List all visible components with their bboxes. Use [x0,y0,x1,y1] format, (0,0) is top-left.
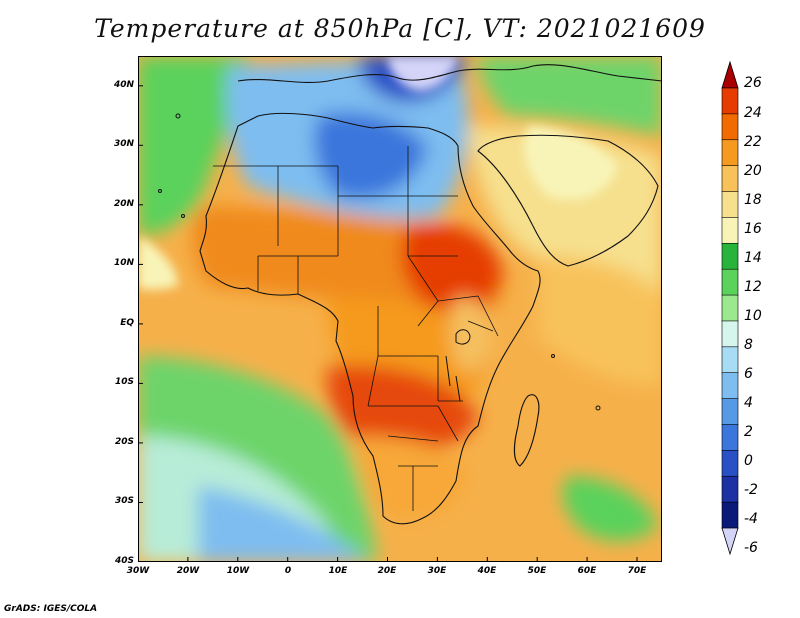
map-frame [138,56,662,562]
colorbar [721,60,739,556]
lat-label: 30N [113,139,134,149]
field-levant-yellow [524,126,618,200]
field-south-africa [356,436,468,520]
colorbar-label: 26 [744,75,762,91]
lat-label: 10S [114,377,134,387]
madagascar-coastline [513,394,540,467]
colorbar-label: 22 [744,134,762,150]
colorbar-segment [721,450,739,478]
colorbar-segment [721,398,739,426]
colorbar-label: 4 [744,395,753,411]
field-indian-ocean-green [562,476,658,541]
lon-label: 60E [577,566,597,576]
axis-ticks [138,85,638,562]
colorbar-segment [721,424,739,452]
lon-label: 50E [527,566,547,576]
colorbar-segment [721,217,739,245]
lat-label: 30S [114,496,134,506]
lon-label: 10E [328,566,348,576]
field-zambia-hot [327,365,478,453]
field-sudan-hot [400,223,503,310]
colorbar-segment [721,501,739,529]
credit-text: GrADS: IGES/COLA [4,604,98,614]
lat-label: 40S [114,556,134,566]
lon-label: 70E [627,566,647,576]
colorbar-segment [721,242,739,270]
colorbar-segment [721,165,739,193]
field-indian-ocean-yellow [538,256,662,386]
colorbar-label: 0 [744,453,753,469]
lake-victoria [455,329,471,345]
coastlines [199,64,662,525]
colorbar-label: -4 [744,511,758,527]
country-borders [213,146,499,511]
colorbar-segment [721,294,739,322]
colorbar-label: 10 [744,308,762,324]
colorbar-label: 8 [744,337,753,353]
lat-label: 20S [114,437,134,447]
temperature-map [138,56,662,562]
lat-label: 10N [113,258,134,268]
colorbar-label: 2 [744,424,753,440]
lon-label: 30W [126,566,150,576]
colorbar-label: 6 [744,366,753,382]
colorbar-label: 14 [744,250,762,266]
colorbar-top-arrow [721,60,739,89]
colorbar-segment [721,475,739,503]
colorbar-segment [721,139,739,167]
map-title: Temperature at 850hPa [C], VT: 202102160… [94,14,706,43]
colorbar-bottom-arrow [721,527,739,556]
lon-label: 40E [477,566,497,576]
europe-coastline [237,64,662,83]
colorbar-segment [721,87,739,115]
lon-label: 20W [176,566,200,576]
field-north-atlantic [138,56,248,236]
field-southern-ocean [198,486,368,562]
colorbar-segment [721,268,739,296]
colorbar-label: 12 [744,279,762,295]
field-atlantic-light [138,236,178,290]
field-east-africa-highland [450,296,491,373]
field-sahara-lavender [388,56,458,91]
colorbar-label: 20 [744,163,762,179]
africa-coastline [199,112,541,525]
colorbar-label: -2 [744,482,758,498]
colorbar-label: 24 [744,105,762,121]
lat-label: 40N [113,80,134,90]
colorbar-label: 16 [744,221,762,237]
colorbar-label: -6 [744,540,758,556]
colorbar-segment [721,113,739,141]
lon-label: 0 [284,566,292,576]
lat-label: EQ [120,318,134,328]
colorbar-segment [721,320,739,348]
arabia-coastline [477,134,659,267]
colorbar-label: 18 [744,192,762,208]
lat-label: 20N [113,199,134,209]
field-sahara-cold [314,112,428,199]
lon-label: 20E [377,566,397,576]
lake-tanganyika [445,355,461,402]
colorbar-segment [721,372,739,400]
lon-label: 30E [427,566,447,576]
colorbar-segment [721,191,739,219]
islands [158,113,601,411]
lon-label: 10W [226,566,250,576]
colorbar-segment [721,346,739,374]
